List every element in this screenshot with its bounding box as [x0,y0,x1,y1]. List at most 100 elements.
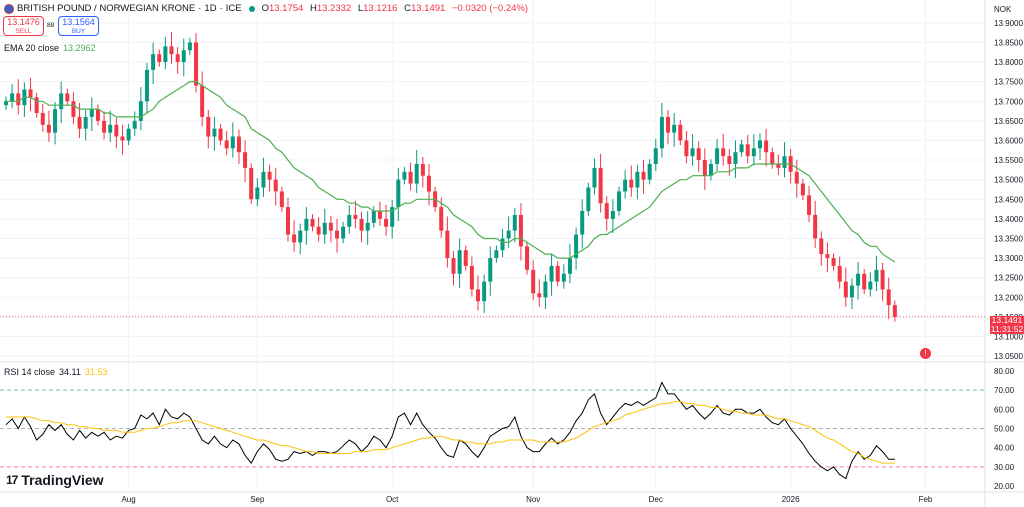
candle [745,144,750,157]
candle [46,124,51,133]
rsi-legend[interactable]: RSI 14 close 34.11 31.53 [4,367,108,377]
candle [4,101,8,106]
y-tick-label: 13.2000 [994,293,1023,302]
candle [610,211,615,219]
candle [40,113,45,125]
candle [206,116,211,137]
candle [672,124,677,133]
candle [739,144,744,153]
candle [279,191,284,208]
candle [880,269,885,290]
candle [617,191,621,212]
sell-button[interactable]: 13.1476 SELL [3,16,44,36]
candle [138,101,143,121]
candle [764,140,769,153]
candle [635,171,640,188]
candle [175,54,180,63]
candle [445,230,450,259]
candle [531,269,536,294]
y-tick-label: 13.7500 [994,78,1023,87]
candle [236,136,241,153]
candle [10,93,15,102]
candle [194,42,199,86]
candle [586,187,591,212]
symbol-name[interactable]: BRITISH POUND / NORWEGIAN KRONE [17,3,196,14]
candle [684,140,689,157]
candle [132,120,137,129]
x-tick-label: Nov [526,495,540,504]
candle [28,89,33,98]
rsi-ma-line [6,401,895,464]
candle [273,179,278,192]
rsi-y-tick-label: 40.00 [994,444,1015,453]
rsi-y-tick-label: 80.00 [994,367,1015,376]
candle [659,116,664,149]
candle [457,250,462,274]
candle [187,42,192,51]
candle [488,258,493,282]
alert-icon[interactable]: ! [920,348,931,359]
candle [807,195,812,215]
candle [690,148,695,157]
candle [476,289,481,302]
candle [169,46,174,55]
candle [359,218,364,231]
candle [255,187,260,200]
candle [831,258,836,266]
candle [126,128,131,141]
y-tick-label: 13.6000 [994,136,1023,145]
candle [837,265,842,282]
candle [316,226,321,235]
candle [114,124,119,137]
candle [365,222,370,231]
interval[interactable]: 1D [204,3,217,14]
candle [782,156,787,168]
candle [856,273,861,286]
candle [666,116,671,133]
candle [151,54,156,70]
ema-legend[interactable]: EMA 20 close 13.2962 [4,43,96,53]
candle [439,207,444,231]
candle [163,46,168,63]
candle [794,171,799,184]
candle [292,234,297,243]
rsi-y-tick-label: 50.00 [994,425,1015,434]
last-price-tag: 13.1491 11:31:52 [990,315,1024,334]
candle [512,214,517,231]
candle [825,254,830,259]
candle [243,152,248,168]
candle [420,163,425,176]
candle [396,179,401,208]
rsi-line [5,381,895,480]
candle [862,273,867,290]
candle [678,124,683,141]
tradingview-logo-icon: 17 [6,473,18,487]
candle [95,109,100,121]
candle [892,305,897,317]
candle [144,69,149,102]
y-tick-label: 13.2500 [994,274,1023,283]
candle [304,218,309,231]
candle [157,54,162,63]
currency-label[interactable]: NOK [994,5,1012,14]
candle [181,50,186,63]
tradingview-logo: 17 TradingView [6,472,104,488]
candle [341,226,346,239]
y-tick-label: 13.8000 [994,58,1023,67]
candle [537,293,542,298]
candle [623,179,628,192]
candle [555,265,560,282]
candle [218,128,223,141]
x-tick-label: 2026 [782,495,800,504]
candle [518,214,523,247]
candle [335,230,340,239]
buy-button[interactable]: 13.1564 BUY [58,16,99,36]
candle [328,222,333,231]
candle [347,214,352,227]
candle [34,97,39,114]
candle [567,258,572,274]
candle [874,269,879,282]
candle [813,214,818,239]
candle [819,238,824,255]
